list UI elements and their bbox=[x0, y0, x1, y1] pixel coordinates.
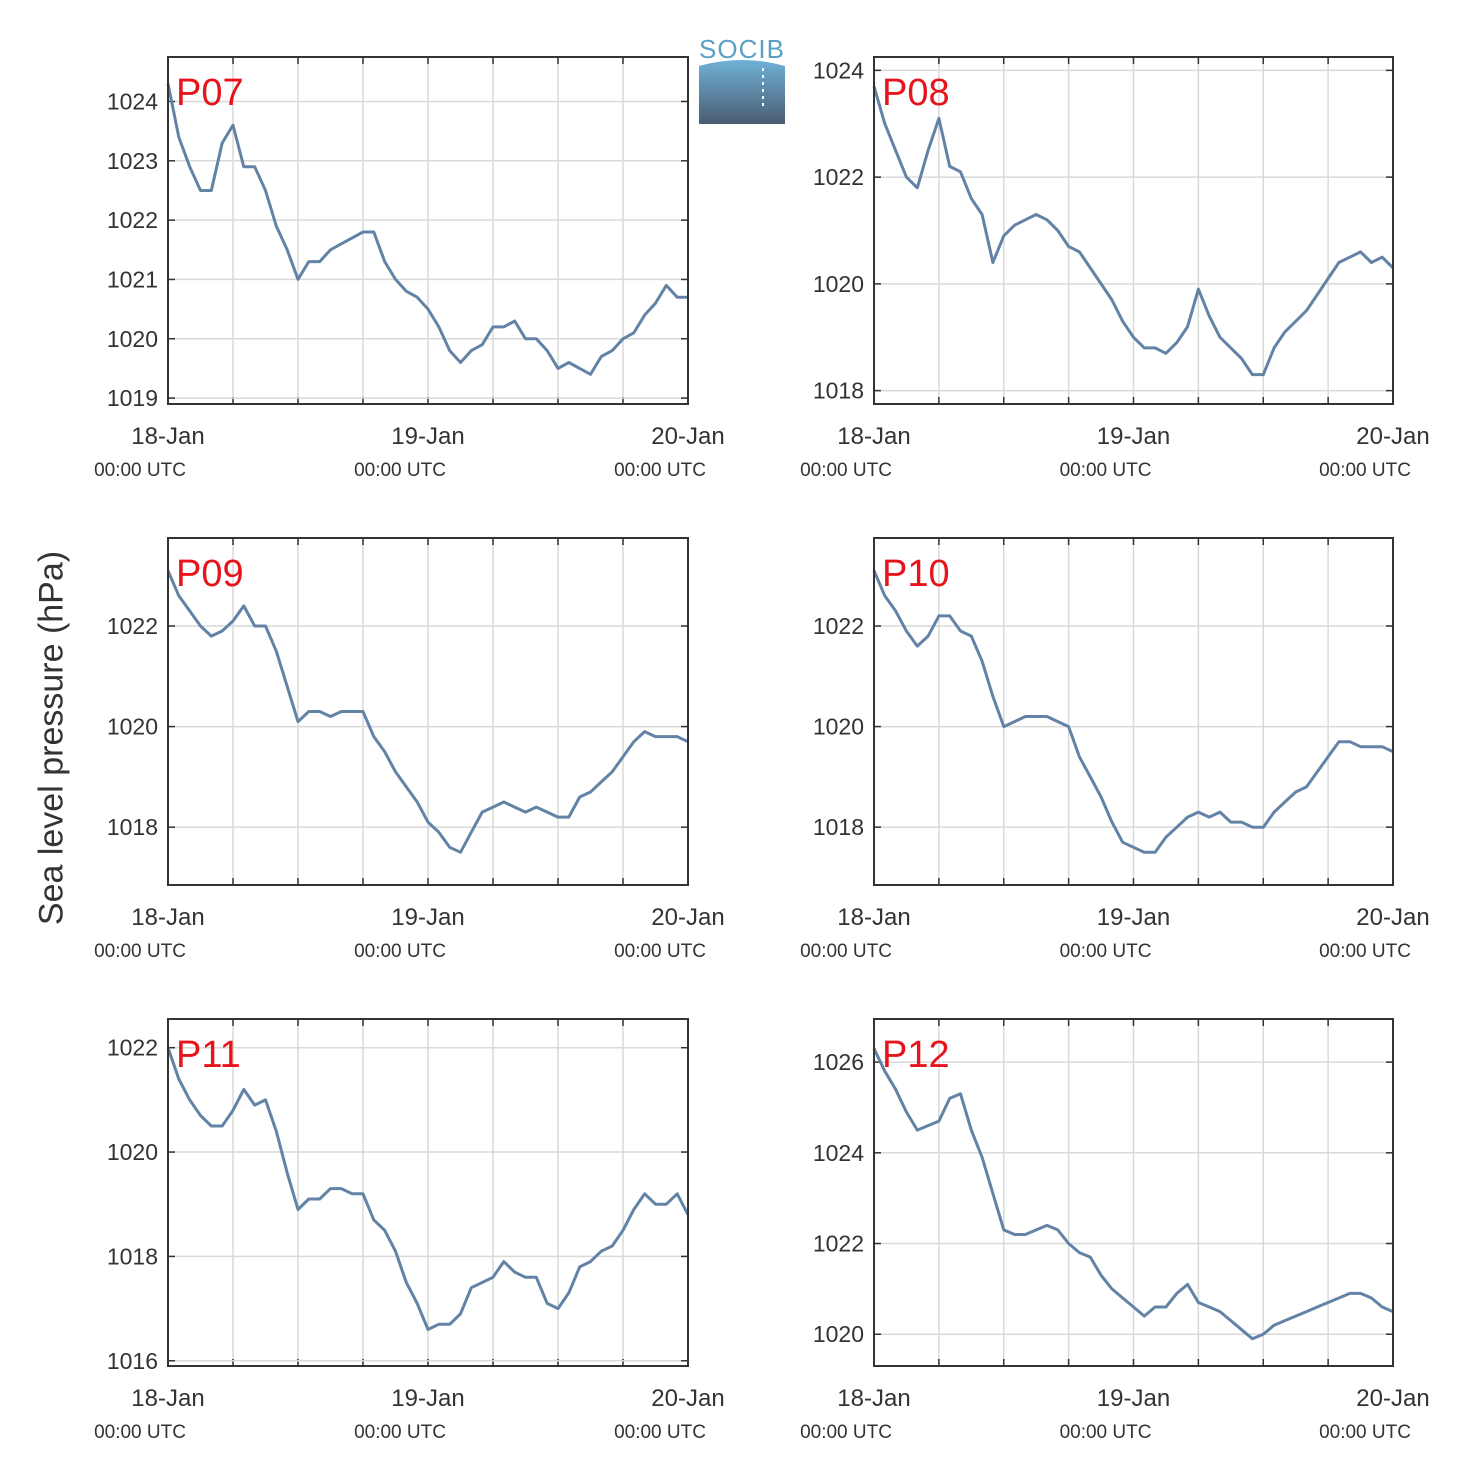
x-tick-label-time: 00:00 UTC bbox=[614, 460, 706, 481]
x-tick-label-time: 00:00 UTC bbox=[354, 941, 446, 962]
x-tick-label-date: 19-Jan bbox=[391, 904, 464, 931]
y-tick-label: 1018 bbox=[813, 378, 864, 404]
x-tick-label-time: 00:00 UTC bbox=[94, 1422, 186, 1443]
x-tick-label-time: 00:00 UTC bbox=[1060, 1422, 1152, 1443]
series-line-p07 bbox=[166, 83, 688, 376]
plot-frame bbox=[873, 56, 1394, 405]
series-line-p08 bbox=[872, 85, 1395, 377]
x-tick-label-date: 18-Jan bbox=[837, 1385, 910, 1412]
x-tick-label-time: 00:00 UTC bbox=[1319, 941, 1411, 962]
x-tick-label-time: 00:00 UTC bbox=[354, 460, 446, 481]
station-label: P09 bbox=[176, 553, 244, 595]
x-tick-label-time: 00:00 UTC bbox=[94, 941, 186, 962]
plot-frame bbox=[873, 537, 1394, 886]
x-tick-label-time: 00:00 UTC bbox=[354, 1422, 446, 1443]
y-tick-label: 1016 bbox=[107, 1348, 158, 1374]
y-tick-label: 1020 bbox=[813, 1321, 864, 1347]
y-tick-label: 1018 bbox=[107, 814, 158, 840]
y-tick-label: 1020 bbox=[107, 1139, 158, 1165]
plot-frame bbox=[167, 537, 689, 886]
station-label: P11 bbox=[176, 1034, 241, 1076]
x-tick-label-date: 20-Jan bbox=[1356, 904, 1429, 931]
station-label: P07 bbox=[176, 72, 244, 114]
x-tick-label-date: 19-Jan bbox=[391, 423, 464, 450]
x-tick-label-date: 18-Jan bbox=[837, 423, 910, 450]
x-tick-label-time: 00:00 UTC bbox=[94, 460, 186, 481]
x-tick-label-date: 18-Jan bbox=[131, 1385, 204, 1412]
y-tick-label: 1024 bbox=[813, 1140, 864, 1166]
panel-p07: 1019 1020 1021 1022 1023 1024 18-Jan 00:00 UTC 1… bbox=[94, 56, 725, 481]
x-tick-label-date: 18-Jan bbox=[837, 904, 910, 931]
socib-logo: SOCIB bbox=[697, 34, 787, 126]
x-tick-label-time: 00:00 UTC bbox=[1060, 460, 1152, 481]
x-tick-label-time: 00:00 UTC bbox=[800, 460, 892, 481]
y-tick-label: 1022 bbox=[813, 1231, 864, 1257]
socib-logo-text: SOCIB bbox=[699, 34, 785, 64]
x-tick-label-time: 00:00 UTC bbox=[614, 941, 706, 962]
station-label: P10 bbox=[882, 553, 950, 595]
x-tick-label-date: 18-Jan bbox=[131, 423, 204, 450]
y-tick-label: 1022 bbox=[107, 207, 158, 233]
y-tick-label: 1020 bbox=[813, 271, 864, 297]
y-tick-label: 1023 bbox=[107, 148, 158, 174]
series-line-p11 bbox=[166, 1047, 690, 1331]
y-tick-label: 1024 bbox=[107, 88, 158, 114]
y-tick-label: 1018 bbox=[107, 1243, 158, 1269]
y-tick-label: 1022 bbox=[107, 613, 158, 639]
panel-p09: 1018 1020 1022 18-Jan 00:00 UTC 19-Jan 00:00 U… bbox=[94, 537, 725, 962]
x-tick-label-date: 19-Jan bbox=[1097, 904, 1170, 931]
y-tick-label: 1020 bbox=[107, 714, 158, 740]
y-tick-label: 1019 bbox=[107, 385, 158, 411]
socib-logo-icon bbox=[699, 60, 785, 124]
x-tick-label-time: 00:00 UTC bbox=[800, 941, 892, 962]
x-tick-label-date: 20-Jan bbox=[651, 1385, 724, 1412]
x-tick-label-date: 19-Jan bbox=[1097, 1385, 1170, 1412]
series-line-p12 bbox=[872, 1047, 1394, 1341]
x-tick-label-time: 00:00 UTC bbox=[614, 1422, 706, 1443]
x-tick-label-date: 19-Jan bbox=[1097, 423, 1170, 450]
station-label: P12 bbox=[882, 1034, 950, 1076]
y-tick-label: 1026 bbox=[813, 1049, 864, 1075]
plot-frame bbox=[167, 1018, 689, 1367]
x-tick-label-time: 00:00 UTC bbox=[1319, 1422, 1411, 1443]
y-tick-label: 1020 bbox=[107, 326, 158, 352]
x-tick-label-date: 19-Jan bbox=[391, 1385, 464, 1412]
y-tick-label: 1018 bbox=[813, 814, 864, 840]
x-tick-label-date: 20-Jan bbox=[1356, 1385, 1429, 1412]
y-axis-label: Sea level pressure (hPa) bbox=[32, 550, 71, 926]
x-tick-label-time: 00:00 UTC bbox=[800, 1422, 892, 1443]
x-tick-label-time: 00:00 UTC bbox=[1060, 941, 1152, 962]
y-tick-label: 1024 bbox=[813, 57, 864, 83]
y-tick-label: 1022 bbox=[813, 164, 864, 190]
x-tick-label-date: 20-Jan bbox=[651, 904, 724, 931]
plot-frame bbox=[167, 56, 689, 405]
panel-p10: 1018 1020 1022 18-Jan 00:00 UTC 19-Jan 00:00 U… bbox=[800, 537, 1430, 962]
series-line-p09 bbox=[166, 570, 689, 854]
y-tick-label: 1022 bbox=[813, 613, 864, 639]
y-tick-label: 1020 bbox=[813, 714, 864, 740]
x-tick-label-date: 20-Jan bbox=[651, 423, 724, 450]
panel-p11: 1016 1018 1020 1022 18-Jan 00:00 UTC 19-Jan 00:… bbox=[94, 1018, 725, 1443]
y-tick-label: 1021 bbox=[107, 266, 158, 292]
panel-p08: 1018 1020 1022 1024 18-Jan 00:00 UTC 19-Jan 00:… bbox=[800, 56, 1430, 481]
plot-frame bbox=[873, 1018, 1394, 1367]
station-label: P08 bbox=[882, 72, 950, 114]
x-tick-label-date: 18-Jan bbox=[131, 904, 204, 931]
x-tick-label-time: 00:00 UTC bbox=[1319, 460, 1411, 481]
panel-p12: 1020 1022 1024 1026 18-Jan 00:00 UTC 19-Jan 00:… bbox=[800, 1018, 1430, 1443]
y-tick-label: 1022 bbox=[107, 1035, 158, 1061]
series-line-p10 bbox=[872, 570, 1394, 854]
x-tick-label-date: 20-Jan bbox=[1356, 423, 1429, 450]
